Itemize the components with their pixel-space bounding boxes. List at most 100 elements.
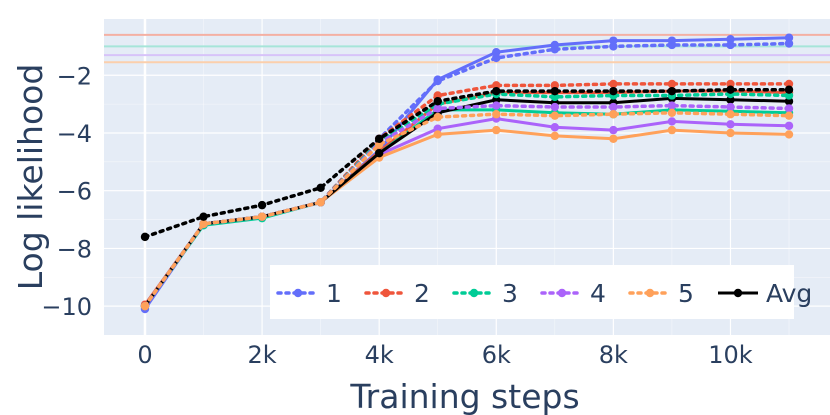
data-point bbox=[433, 76, 442, 86]
data-point bbox=[550, 45, 560, 54]
data-point bbox=[667, 79, 677, 89]
x-tick-label: 0 bbox=[137, 341, 152, 369]
legend-label: 3 bbox=[502, 279, 518, 308]
data-point bbox=[667, 86, 677, 96]
data-point bbox=[726, 35, 735, 44]
data-point bbox=[667, 117, 677, 126]
data-point bbox=[433, 124, 442, 133]
data-point bbox=[609, 134, 618, 143]
data-point bbox=[726, 40, 735, 50]
legend-item-5[interactable]: 5 bbox=[628, 279, 694, 308]
data-point bbox=[433, 97, 442, 106]
data-point bbox=[784, 91, 794, 100]
legend-marker bbox=[381, 288, 391, 298]
legend-label: 2 bbox=[414, 279, 430, 308]
data-point bbox=[784, 79, 794, 89]
data-point bbox=[609, 79, 618, 89]
data-point bbox=[550, 92, 560, 102]
series-line bbox=[143, 111, 791, 308]
data-point bbox=[550, 111, 560, 120]
series-line bbox=[143, 87, 791, 239]
data-point bbox=[726, 95, 735, 105]
x-tick-label: 10k bbox=[708, 341, 753, 369]
data-point bbox=[667, 40, 677, 50]
data-point bbox=[199, 219, 208, 229]
y-tick-label: −4 bbox=[57, 120, 92, 148]
series-line bbox=[143, 92, 791, 308]
data-point bbox=[726, 128, 735, 138]
series-Avg-dot bbox=[140, 85, 794, 242]
data-point bbox=[726, 79, 735, 89]
data-point bbox=[609, 86, 618, 96]
data-point bbox=[492, 95, 501, 105]
data-point bbox=[433, 112, 442, 122]
data-point bbox=[667, 101, 677, 110]
x-tick-label: 2k bbox=[247, 341, 276, 369]
data-point bbox=[257, 200, 267, 210]
legend-item-4[interactable]: 4 bbox=[540, 279, 606, 308]
data-point bbox=[433, 91, 442, 100]
data-point bbox=[726, 120, 735, 129]
data-point bbox=[609, 110, 618, 119]
data-point bbox=[140, 301, 150, 311]
y-axis-title: Log likelihood bbox=[11, 64, 50, 291]
data-point bbox=[609, 42, 618, 51]
data-point bbox=[492, 47, 501, 57]
data-point bbox=[316, 183, 325, 193]
data-point bbox=[492, 86, 501, 96]
data-point bbox=[667, 125, 677, 135]
data-point bbox=[374, 148, 384, 158]
data-point bbox=[433, 104, 442, 113]
legend-marker bbox=[293, 288, 303, 298]
data-point bbox=[784, 111, 794, 120]
data-point bbox=[784, 33, 794, 42]
y-tick-label: −2 bbox=[57, 62, 92, 90]
legend-item-Avg[interactable]: Avg bbox=[718, 279, 812, 308]
legend-marker bbox=[557, 288, 567, 298]
x-axis-title: Training steps bbox=[349, 377, 579, 415]
data-point bbox=[784, 121, 794, 130]
x-tick-label: 8k bbox=[599, 341, 628, 369]
data-point bbox=[726, 85, 735, 94]
legend-item-1[interactable]: 1 bbox=[276, 279, 342, 308]
legend-label: 1 bbox=[326, 279, 342, 308]
data-point bbox=[784, 130, 794, 139]
legend-item-3[interactable]: 3 bbox=[452, 279, 518, 308]
data-point bbox=[316, 198, 325, 207]
y-tick-label: −10 bbox=[41, 293, 92, 321]
data-point bbox=[492, 81, 501, 90]
legend-label: 4 bbox=[590, 279, 606, 308]
data-point bbox=[199, 212, 208, 221]
legend-item-2[interactable]: 2 bbox=[364, 279, 430, 308]
data-point bbox=[550, 131, 560, 141]
data-point bbox=[784, 104, 794, 113]
series-line bbox=[143, 82, 791, 308]
legend-label: Avg bbox=[766, 279, 812, 308]
data-point bbox=[492, 53, 501, 63]
data-point bbox=[492, 101, 501, 110]
data-point bbox=[550, 81, 560, 90]
data-point bbox=[609, 36, 618, 45]
legend-box bbox=[270, 265, 794, 319]
data-point bbox=[492, 125, 501, 135]
data-point bbox=[550, 123, 560, 132]
series-line bbox=[143, 41, 791, 308]
data-point bbox=[257, 212, 267, 221]
legend-label: 5 bbox=[678, 279, 694, 308]
data-point bbox=[492, 110, 501, 119]
data-point bbox=[726, 102, 735, 112]
y-tick-label: −6 bbox=[57, 178, 92, 206]
data-point bbox=[433, 130, 442, 139]
data-point bbox=[609, 125, 618, 135]
data-point bbox=[784, 97, 794, 106]
data-point bbox=[140, 232, 150, 242]
data-point bbox=[667, 108, 677, 117]
legend-marker bbox=[733, 288, 743, 298]
data-point bbox=[550, 102, 560, 112]
legend: 1 2 3 4 5 Avg bbox=[270, 265, 812, 319]
x-tick-label: 4k bbox=[365, 341, 394, 369]
data-point bbox=[726, 110, 735, 119]
y-tick-label: −8 bbox=[57, 235, 92, 263]
series-line bbox=[143, 103, 791, 308]
